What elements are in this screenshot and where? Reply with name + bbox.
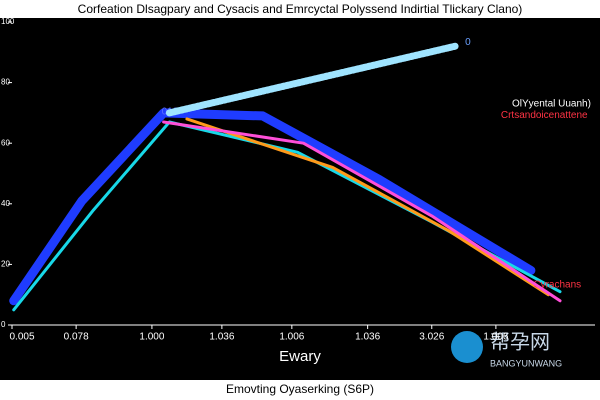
footer: Emovting Oyaserking (S6P)	[226, 382, 374, 396]
x-tick-label: 0.078	[64, 332, 89, 343]
y-tick-label: 20	[1, 260, 10, 269]
x-tick-label: 3.026	[419, 332, 444, 343]
legend-label: Cvrachans	[533, 279, 581, 290]
x-tick-label: 1.036	[209, 332, 234, 343]
x-tick-label: 1.036	[355, 332, 380, 343]
x-tick-label: 1.006	[279, 332, 304, 343]
chart-title: Corfeation Dlsagpary and Cysacis and Emr…	[78, 2, 523, 16]
series-line	[165, 42, 459, 117]
y-tick-label: 60	[1, 138, 10, 147]
series-line	[185, 117, 550, 297]
watermark-logo	[451, 331, 483, 363]
x-tick-label: 1.006	[483, 332, 508, 343]
footer-banner	[0, 380, 600, 400]
y-tick-label: 100	[1, 17, 15, 26]
watermark-text: 帮孕网	[490, 330, 550, 353]
watermark-subtext: BANGYUNWANG	[490, 358, 562, 368]
series-line	[9, 108, 536, 306]
legend-label: 0	[465, 37, 471, 48]
series-line	[12, 120, 562, 312]
y-tick-label: 80	[1, 78, 10, 87]
y-tick-label: 40	[1, 199, 10, 208]
y-tick-label: 0	[1, 320, 6, 329]
x-tick-label: 0.005	[9, 332, 34, 343]
legend-label: OlYyental Uuanh)	[512, 98, 591, 109]
x-tick-label: 1.000	[139, 332, 164, 343]
series-line	[162, 120, 562, 303]
title-banner	[0, 0, 600, 18]
x-axis-label: Ewary	[279, 348, 321, 365]
legend-label: Crtsandoicenattene	[501, 110, 588, 121]
